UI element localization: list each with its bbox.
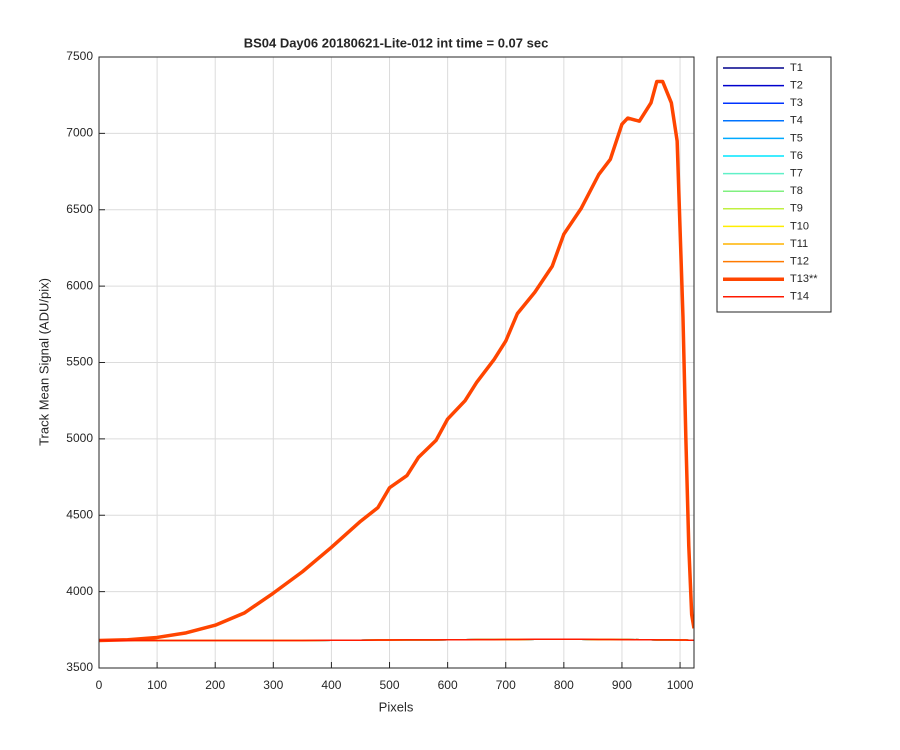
x-tick-label: 800 (554, 678, 574, 692)
x-axis-label: Pixels (379, 699, 414, 714)
legend-label: T10 (790, 220, 809, 232)
x-tick-label: 0 (96, 678, 103, 692)
legend-label: T12 (790, 256, 809, 268)
legend-label: T9 (790, 203, 803, 215)
y-tick-label: 7500 (66, 49, 93, 63)
x-tick-label: 1000 (667, 678, 694, 692)
x-tick-label: 900 (612, 678, 632, 692)
legend-label: T7 (790, 168, 803, 180)
legend-label: T6 (790, 150, 803, 162)
legend-label: T1 (790, 62, 803, 74)
x-tick-label: 400 (321, 678, 341, 692)
y-tick-label: 4500 (66, 507, 93, 521)
legend-label: T4 (790, 115, 803, 127)
legend-label: T13** (790, 273, 818, 285)
y-tick-label: 6500 (66, 202, 93, 216)
legend-label: T3 (790, 97, 803, 109)
chart-title: BS04 Day06 20180621-Lite-012 int time = … (244, 35, 549, 50)
y-axis-label: Track Mean Signal (ADU/pix) (36, 278, 51, 446)
y-tick-label: 6000 (66, 278, 93, 292)
legend-label: T8 (790, 185, 803, 197)
legend-box (716, 56, 832, 313)
legend-label: T11 (790, 238, 808, 250)
legend-label: T14 (790, 291, 809, 303)
y-tick-label: 3500 (66, 660, 93, 674)
x-tick-label: 700 (496, 678, 516, 692)
x-tick-label: 200 (205, 678, 225, 692)
series-line (99, 638, 694, 642)
series-line (99, 79, 694, 643)
y-tick-label: 5000 (66, 431, 93, 445)
x-tick-label: 300 (263, 678, 283, 692)
y-tick-label: 4000 (66, 584, 93, 598)
legend-label: T2 (790, 80, 803, 92)
legend-label: T5 (790, 132, 803, 144)
y-tick-label: 5500 (66, 355, 93, 369)
x-tick-label: 500 (380, 678, 400, 692)
x-tick-label: 100 (147, 678, 167, 692)
x-tick-label: 600 (438, 678, 458, 692)
y-tick-label: 7000 (66, 126, 93, 140)
